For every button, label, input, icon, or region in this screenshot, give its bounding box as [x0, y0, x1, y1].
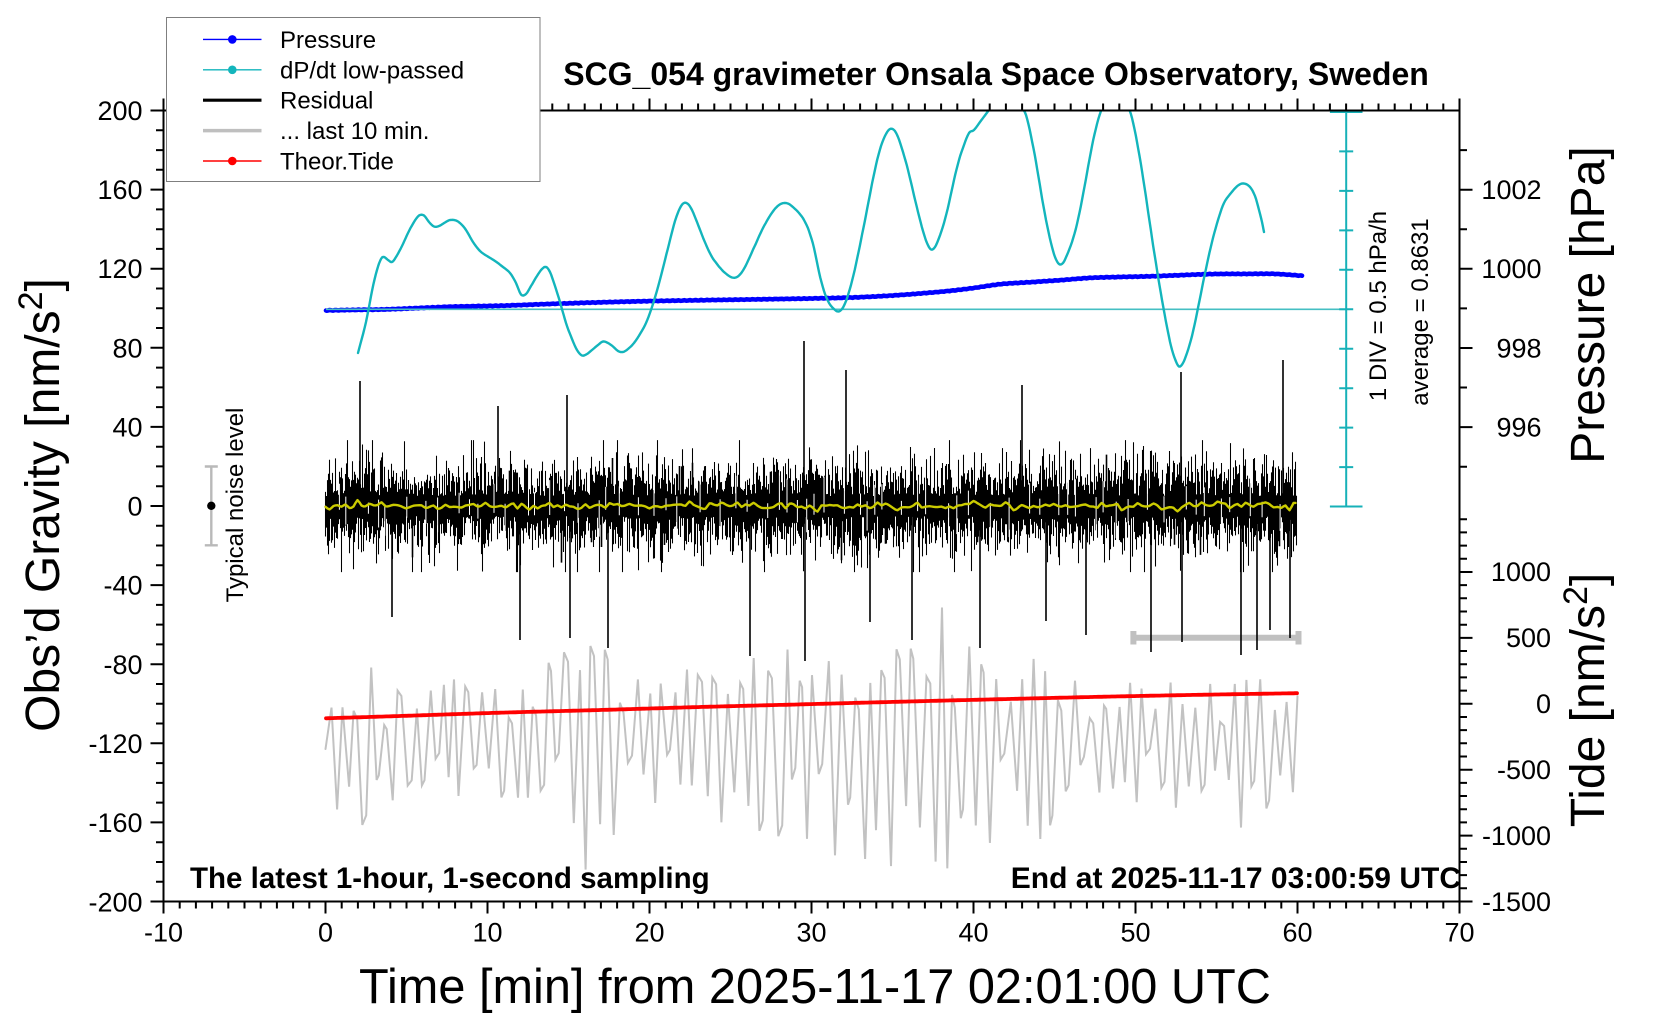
svg-text:-160: -160	[88, 808, 142, 838]
svg-text:30: 30	[796, 918, 826, 948]
svg-text:-1000: -1000	[1482, 821, 1551, 851]
svg-text:Pressure [hPa]: Pressure [hPa]	[1562, 146, 1615, 463]
svg-text:10: 10	[472, 918, 502, 948]
svg-text:End at 2025-11-17 03:00:59 UTC: End at 2025-11-17 03:00:59 UTC	[1011, 862, 1461, 895]
svg-text:200: 200	[97, 96, 142, 126]
svg-text:1 DIV = 0.5 hPa/h: 1 DIV = 0.5 hPa/h	[1365, 211, 1392, 401]
svg-text:The latest 1-hour, 1-second sa: The latest 1-hour, 1-second sampling	[190, 862, 710, 895]
svg-text:0: 0	[127, 492, 142, 522]
svg-text:0: 0	[318, 918, 333, 948]
svg-text:80: 80	[112, 333, 142, 363]
svg-text:-120: -120	[88, 729, 142, 759]
svg-text:... last 10 min.: ... last 10 min.	[280, 118, 429, 145]
svg-text:-200: -200	[88, 887, 142, 917]
svg-text:500: 500	[1506, 623, 1551, 653]
svg-text:dP/dt low-passed: dP/dt low-passed	[280, 57, 464, 84]
svg-text:998: 998	[1496, 333, 1541, 363]
svg-text:40: 40	[958, 918, 988, 948]
svg-text:20: 20	[634, 918, 664, 948]
svg-text:996: 996	[1496, 412, 1541, 442]
svg-text:70: 70	[1444, 918, 1474, 948]
svg-text:1000: 1000	[1491, 557, 1551, 587]
svg-text:120: 120	[97, 254, 142, 284]
svg-text:Obs’d Gravity [nm/s2]: Obs’d Gravity [nm/s2]	[12, 278, 70, 732]
svg-text:-1500: -1500	[1482, 887, 1551, 917]
svg-text:0: 0	[1536, 689, 1551, 719]
svg-text:Time [min] from 2025-11-17 02:: Time [min] from 2025-11-17 02:01:00 UTC	[359, 960, 1271, 1014]
svg-text:Typical noise level: Typical noise level	[222, 408, 249, 603]
svg-text:60: 60	[1282, 918, 1312, 948]
svg-text:-80: -80	[103, 650, 142, 680]
svg-text:-40: -40	[103, 571, 142, 601]
svg-text:SCG_054 gravimeter Onsala Spac: SCG_054 gravimeter Onsala Space Observat…	[563, 56, 1429, 92]
svg-text:40: 40	[112, 412, 142, 442]
svg-text:Theor.Tide: Theor.Tide	[280, 149, 394, 176]
svg-text:50: 50	[1120, 918, 1150, 948]
svg-text:Residual: Residual	[280, 88, 373, 115]
svg-text:-500: -500	[1497, 755, 1551, 785]
svg-text:1002: 1002	[1481, 175, 1541, 205]
svg-text:160: 160	[97, 175, 142, 205]
svg-text:1000: 1000	[1481, 254, 1541, 284]
svg-text:average = 0.8631: average = 0.8631	[1407, 218, 1434, 406]
svg-text:Tide [nm/s2]: Tide [nm/s2]	[1557, 573, 1615, 828]
svg-text:-10: -10	[144, 918, 183, 948]
svg-text:Pressure: Pressure	[280, 27, 376, 54]
